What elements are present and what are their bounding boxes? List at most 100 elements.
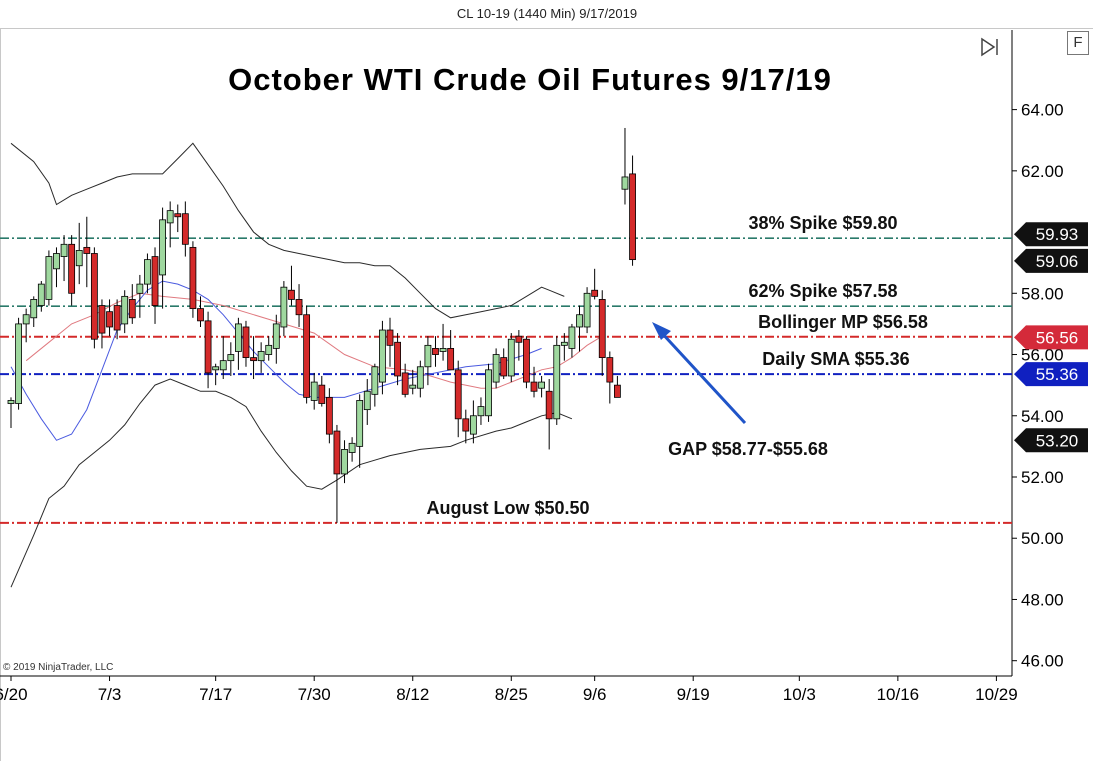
price-marker-label: 53.20 — [1036, 431, 1079, 450]
candle-up — [45, 256, 53, 300]
candle-up — [371, 366, 379, 395]
candle-up — [15, 323, 22, 404]
y-tick-label: 48.00 — [1021, 590, 1064, 609]
y-tick-label: 52.00 — [1021, 468, 1064, 487]
candle-up — [234, 323, 242, 352]
x-tick-label: 8/12 — [396, 685, 429, 704]
x-tick-label: 9/6 — [583, 685, 607, 704]
candle-down — [447, 348, 455, 371]
candle-up — [538, 381, 545, 389]
level-label: August Low $50.50 — [426, 498, 589, 518]
candle-down — [606, 357, 614, 383]
candle-up — [583, 292, 591, 328]
candle-down — [591, 289, 599, 297]
candle-down — [90, 253, 98, 340]
candle-down — [530, 381, 538, 392]
candle-down — [181, 213, 189, 245]
x-tick-label: 6/20 — [0, 685, 28, 704]
level-label: 62% Spike $57.58 — [748, 281, 897, 301]
candle-up — [280, 286, 288, 328]
candle-down — [189, 246, 197, 310]
chart-frame — [0, 28, 1093, 761]
candle-up — [621, 176, 629, 190]
y-tick-label: 54.00 — [1021, 407, 1064, 426]
candle-down — [325, 396, 333, 435]
candle-up — [553, 344, 561, 420]
candle-down — [432, 348, 439, 355]
candle-up — [121, 295, 129, 325]
price-marker-label: 55.36 — [1036, 365, 1079, 384]
candle-up — [212, 366, 220, 371]
copyright-text: © 2019 NinjaTrader, LLC — [3, 662, 114, 673]
price-marker — [1014, 248, 1088, 273]
candle-down — [462, 418, 470, 432]
candle-down — [174, 213, 182, 218]
price-marker-label: 59.06 — [1036, 252, 1079, 271]
candle-up — [272, 323, 280, 349]
candle-down — [303, 314, 311, 398]
candle-down — [401, 372, 409, 395]
candle-down — [106, 311, 113, 328]
candle-up — [416, 366, 424, 389]
annotation-arrow — [658, 329, 747, 425]
y-tick-label: 62.00 — [1021, 162, 1064, 181]
candle-up — [136, 283, 144, 294]
candle-up — [348, 442, 356, 453]
candle-up — [439, 348, 447, 352]
candle-up — [166, 210, 174, 224]
y-tick-label: 64.00 — [1021, 101, 1064, 120]
level-label: Daily SMA $55.36 — [762, 349, 909, 369]
candle-down — [318, 384, 326, 404]
candle-down — [197, 308, 204, 322]
y-tick-label: 56.00 — [1021, 346, 1064, 365]
candle-up — [37, 283, 45, 306]
sma-line — [10, 280, 542, 441]
level-label: Bollinger MP $56.58 — [758, 312, 928, 332]
candle-down — [614, 384, 621, 398]
candle-down — [128, 299, 136, 319]
candle-down — [500, 357, 508, 377]
candle-up — [219, 360, 227, 371]
candle-down — [288, 289, 295, 300]
chart-title: October WTI Crude Oil Futures 9/17/19 — [228, 62, 832, 97]
y-tick-label: 46.00 — [1021, 652, 1064, 671]
candle-down — [83, 246, 91, 254]
candle-down — [98, 305, 106, 334]
candle-up — [257, 351, 265, 362]
candle-up — [568, 326, 576, 349]
candle-up — [22, 314, 30, 325]
candle-up — [379, 329, 386, 383]
candle-up — [409, 384, 417, 389]
chart-header: CL 10-19 (1440 Min) 9/17/2019 — [456, 6, 638, 21]
candle-down — [515, 335, 523, 343]
x-tick-label: 10/3 — [783, 685, 816, 704]
play-pause-icon[interactable] — [978, 36, 1004, 58]
candle-up — [469, 415, 477, 435]
candle-up — [227, 354, 235, 362]
candle-up — [576, 314, 583, 328]
bollinger-upper-line — [10, 142, 565, 319]
format-button[interactable]: F — [1067, 31, 1089, 55]
candle-up — [265, 344, 273, 355]
price-marker — [1014, 222, 1088, 247]
candle-down — [68, 243, 76, 294]
candle-up — [560, 341, 568, 346]
bollinger-lower-line — [10, 378, 573, 588]
candle-up — [341, 449, 348, 475]
candle-down — [598, 299, 606, 358]
price-marker-label: 56.56 — [1036, 328, 1079, 347]
price-marker — [1014, 362, 1088, 387]
candle-down — [242, 326, 250, 358]
candle-up — [60, 243, 68, 257]
candle-up — [7, 400, 15, 404]
x-tick-label: 7/17 — [199, 685, 232, 704]
x-tick-label: 10/16 — [877, 685, 920, 704]
candle-down — [394, 341, 401, 377]
candle-down — [333, 430, 341, 475]
candle-up — [356, 400, 364, 447]
candle-down — [386, 329, 394, 346]
candle-up — [144, 259, 151, 285]
gap-annotation: GAP $58.77-$55.68 — [668, 439, 828, 459]
candle-up — [477, 406, 485, 417]
